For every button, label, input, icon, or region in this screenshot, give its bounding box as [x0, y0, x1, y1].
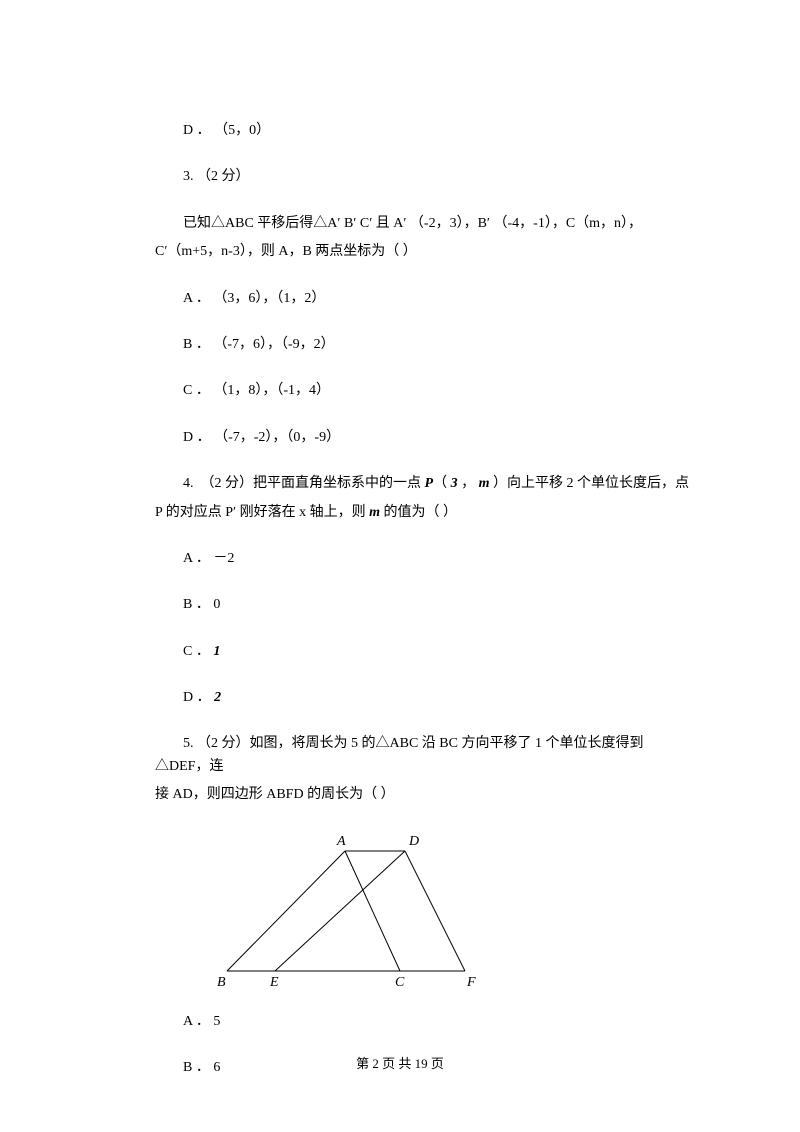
label-d: D [408, 834, 419, 849]
var-2: 2 [214, 690, 221, 705]
q4-option-c: C ． 1 [183, 641, 695, 663]
line-ab [227, 851, 345, 971]
label-f: F [466, 975, 476, 990]
q4-body-line1: 4. （2 分）把平面直角坐标系中的一点 P（ 3 ， m ）向上平移 2 个单… [155, 473, 695, 495]
q5-body-line1: 5. （2 分）如图，将周长为 5 的△ABC 沿 BC 方向平移了 1 个单位… [155, 733, 695, 778]
q5-option-a: A ． 5 [183, 1011, 695, 1033]
page-content: D ． （5，0） 3. （2 分） 已知△ABC 平移后得△A′ B′ C′ … [0, 0, 800, 1079]
line-de [275, 851, 405, 971]
q5-body-line2: 接 AD，则四边形 ABFD 的周长为（ ） [155, 784, 695, 806]
var-m: m [479, 476, 490, 491]
q4-text-part4: ）向上平移 2 个单位长度后，点 [489, 476, 689, 491]
q2-option-d: D ． （5，0） [183, 120, 695, 142]
page-footer: 第 2 页 共 19 页 [0, 1053, 800, 1072]
q3-option-c: C ． （1，8），（-1，4） [183, 380, 695, 402]
q3-body-line1: 已知△ABC 平移后得△A′ B′ C′ 且 A′ （-2，3），B′ （-4，… [155, 213, 695, 235]
q4-option-a: A ． －2 [183, 548, 695, 570]
label-c: C [395, 975, 405, 990]
q4-text-part2: （ [433, 476, 451, 491]
q5-figure: A D B E C F [215, 831, 495, 991]
q4-text-part: 4. （2 分）把平面直角坐标系中的一点 [183, 476, 425, 491]
label-a: A [336, 834, 346, 849]
q4-text-part3: ， [458, 476, 479, 491]
var-m2: m [369, 505, 380, 520]
q3-option-d: D ． （-7，-2），（0，-9） [183, 427, 695, 449]
var-p: P [425, 476, 434, 491]
q4-option-b: B ． 0 [183, 594, 695, 616]
q4-text-part5: P 的对应点 P′ 刚好落在 x 轴上，则 [155, 505, 369, 520]
q4-text-part6: 的值为（ ） [380, 505, 457, 520]
q3-option-a: A ． （3，6），（1，2） [183, 288, 695, 310]
q3-option-b: B ． （-7，6），（-9，2） [183, 334, 695, 356]
var-1: 1 [213, 644, 220, 659]
q3-body-line2: C′（m+5，n-3），则 A，B 两点坐标为（ ） [155, 241, 695, 263]
q4-option-d: D ． 2 [183, 687, 695, 709]
label-b: B [217, 975, 226, 990]
line-df [405, 851, 465, 971]
triangle-diagram: A D B E C F [215, 831, 495, 991]
line-ac [345, 851, 400, 971]
label-e: E [269, 975, 279, 990]
var-3: 3 [451, 476, 458, 491]
q3-header: 3. （2 分） [183, 166, 695, 188]
q4-body-line2: P 的对应点 P′ 刚好落在 x 轴上，则 m 的值为（ ） [155, 502, 695, 524]
